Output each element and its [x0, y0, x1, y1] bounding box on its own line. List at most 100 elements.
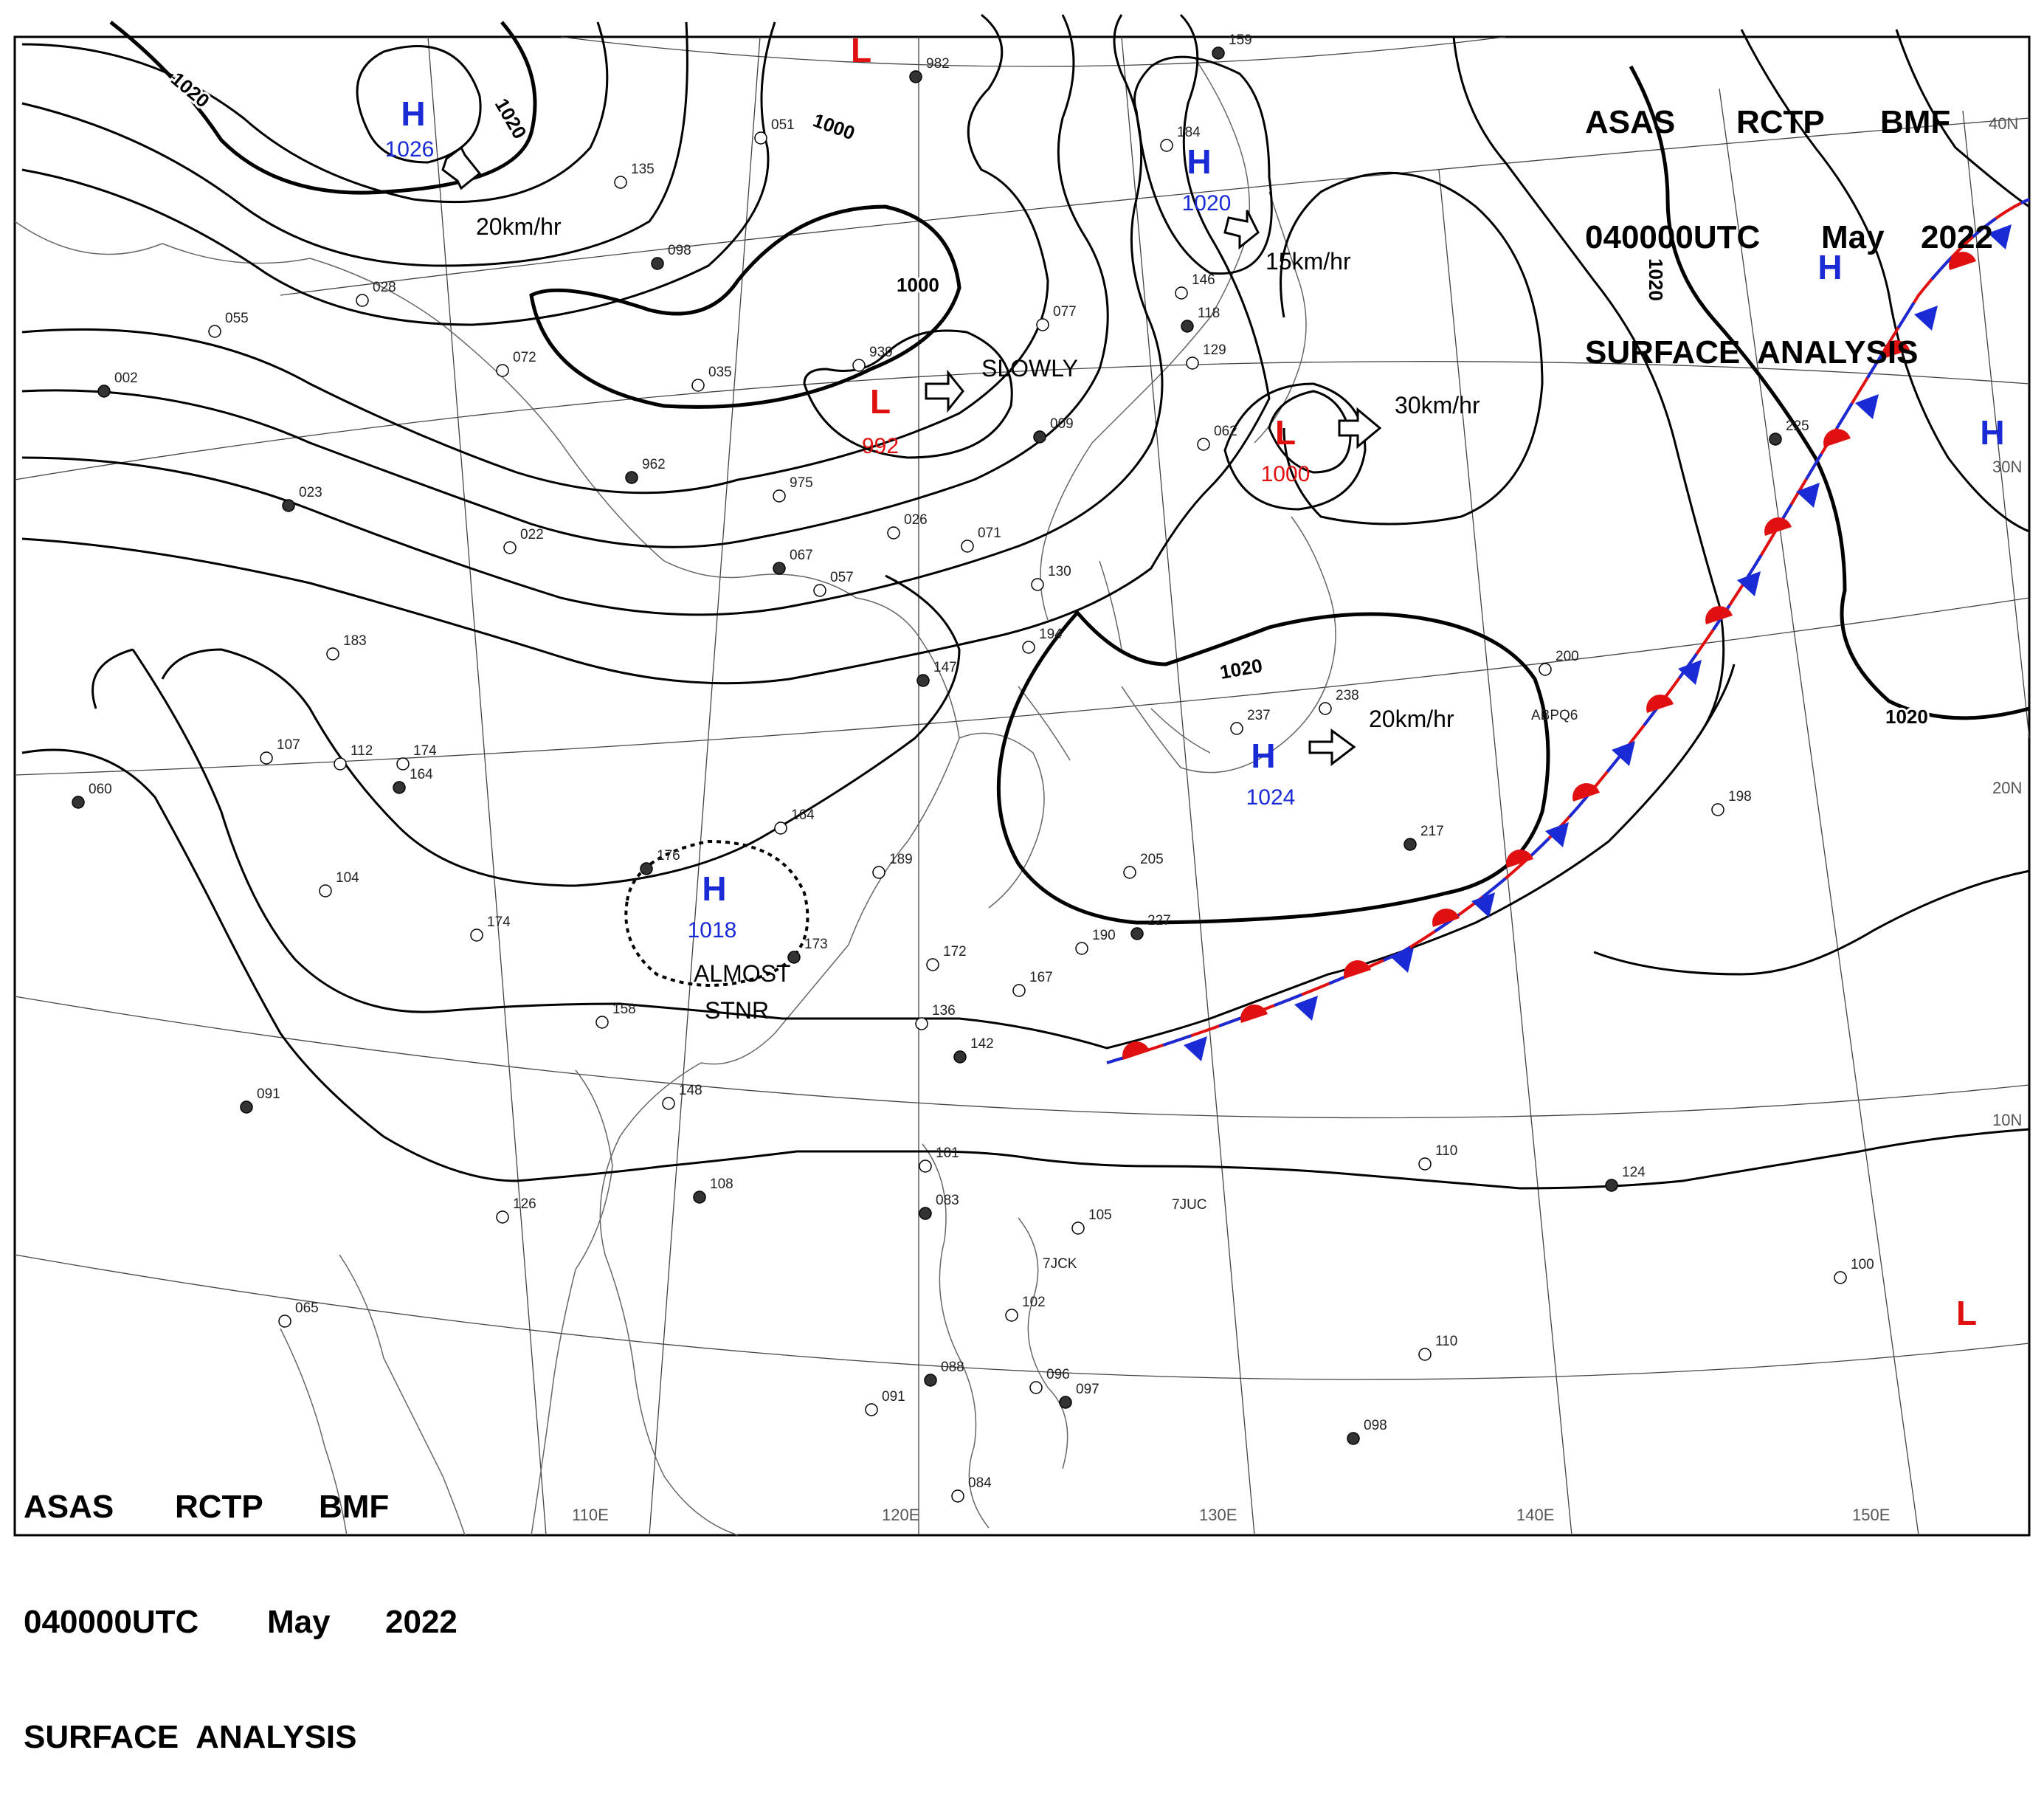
station-circle-icon — [787, 951, 801, 964]
station-pressure-value: 174 — [413, 743, 437, 759]
station-pressure-value: 104 — [336, 870, 359, 886]
station-circle-icon — [503, 541, 517, 554]
station-pressure-value: 174 — [487, 914, 511, 930]
station-pressure-value: 022 — [520, 527, 544, 542]
central-pressure-value: 1024 — [1246, 785, 1296, 810]
longitude-label: 110E — [572, 1506, 609, 1524]
station-pressure-value: 105 — [1088, 1207, 1112, 1223]
station-circle-icon — [916, 674, 930, 687]
station-pressure-value: 183 — [343, 633, 367, 649]
low-pressure-label: L — [851, 31, 871, 69]
title-month: May — [1821, 219, 1885, 255]
isobar-label: 1000 — [810, 108, 858, 144]
station-circle-icon — [691, 379, 705, 392]
station-pressure-value: 135 — [631, 162, 655, 177]
station-pressure-value: 217 — [1420, 824, 1444, 839]
station-pressure-value: 088 — [941, 1360, 964, 1375]
station-circle-icon — [1130, 927, 1144, 940]
station-circle-icon — [1539, 663, 1552, 676]
isobar — [1133, 55, 1273, 275]
map-frame — [13, 35, 2031, 1537]
station-circle-icon — [625, 471, 638, 484]
longitude-label: 140E — [1516, 1506, 1554, 1524]
isobar — [1629, 65, 2030, 720]
station-pressure-value: 107 — [277, 737, 300, 753]
isobar — [803, 329, 1013, 459]
station-circle-icon — [924, 1374, 937, 1387]
station-pressure-value: 026 — [904, 512, 928, 528]
station-pressure-value: 237 — [1247, 708, 1271, 723]
title-surface-analysis: SURFACE ANALYSIS — [1585, 334, 1919, 371]
station-pressure-value: 136 — [932, 1003, 956, 1019]
title-line-2: 040000UTC May 2022 — [1585, 218, 1993, 257]
station-pressure-value: 098 — [668, 243, 691, 258]
central-pressure-value: 992 — [862, 434, 899, 458]
station-call-sign: ABPQ6 — [1531, 708, 1578, 723]
station-circle-icon — [754, 131, 767, 145]
latitude-label: 40N — [1989, 114, 2018, 133]
station-pressure-value: 173 — [804, 937, 828, 952]
header-bottom-left: ASAS RCTP BMF 040000UTC May 2022 SURFACE… — [24, 1411, 458, 1795]
station-circle-icon — [326, 647, 339, 661]
isobar — [1223, 382, 1367, 511]
station-pressure-value: 083 — [936, 1193, 959, 1208]
isobar — [161, 574, 961, 887]
station-circle-icon — [693, 1191, 706, 1204]
station-pressure-value: 975 — [790, 475, 813, 491]
isobar — [21, 14, 1109, 548]
isobar — [21, 14, 1164, 616]
station-pressure-value: 060 — [89, 782, 112, 797]
station-circle-icon — [1197, 438, 1210, 451]
isobar-dotted — [624, 839, 809, 987]
isobar — [1895, 29, 2030, 208]
low-pressure-label: L — [1956, 1294, 1977, 1332]
station-circle-icon — [1181, 320, 1194, 333]
station-pressure-value: 939 — [869, 345, 893, 360]
isobar — [21, 13, 1271, 685]
high-pressure-label: H — [702, 869, 726, 908]
station-circle-icon — [1403, 838, 1417, 851]
title-year: 2022 — [385, 1604, 458, 1640]
graticule — [14, 36, 2030, 1536]
station-pressure-value: 190 — [1092, 928, 1116, 943]
station-labels: 982 051 135 098 028 055 002 072 035 962 975 939 009 0… — [89, 32, 1874, 1491]
station-pressure-value: 108 — [710, 1176, 733, 1192]
station-pressure-value: 110 — [1435, 1143, 1457, 1159]
title-line-2: 040000UTC May 2022 — [24, 1603, 458, 1641]
station-circle-icon — [1033, 430, 1046, 444]
station-circle-icon — [97, 385, 111, 398]
station-pressure-value: 112 — [351, 743, 373, 759]
station-pressure-value: 062 — [1214, 424, 1237, 439]
title-time: 040000UTC — [24, 1604, 199, 1640]
high-pressure-label: H — [1980, 413, 2004, 452]
high-pressure-label: H — [1251, 737, 1275, 775]
isobar — [92, 648, 1736, 1050]
station-circle-icon — [319, 884, 332, 898]
isobar — [1740, 29, 2030, 533]
station-circle-icon — [919, 1207, 932, 1220]
station-pressure-value: 142 — [970, 1036, 994, 1052]
title-agency: ASAS — [24, 1489, 114, 1525]
station-pressure-value: 023 — [299, 485, 322, 500]
station-call-sign: 7JCK — [1043, 1256, 1077, 1272]
station-pressure-value: 009 — [1050, 416, 1074, 432]
station-circle-icon — [1212, 46, 1225, 60]
station-pressure-value: 200 — [1556, 649, 1579, 664]
low-pressure-label: L — [870, 382, 891, 421]
isobars — [21, 13, 2030, 1190]
motion-label: SLOWLY — [981, 355, 1078, 382]
station-pressure-value: 118 — [1198, 306, 1220, 321]
motion-arrow-icon — [1223, 210, 1260, 250]
isobar — [996, 610, 1550, 925]
station-circle-icon — [1711, 803, 1724, 816]
station-pressure-value: 072 — [513, 350, 536, 365]
station-circle-icon — [887, 526, 900, 540]
motion-label: 30km/hr — [1395, 392, 1480, 418]
station-pressure-value: 091 — [257, 1086, 280, 1102]
motion-labels: 20km/hr 15km/hr SLOWLY 30km/hr 20km/hr ALMOST… — [476, 213, 1480, 1024]
isobar-label: 1020 — [167, 68, 214, 112]
header-top-right: ASAS RCTP BMF 040000UTC May 2022 SURFACE… — [1585, 27, 1993, 410]
station-circle-icon — [774, 821, 787, 835]
isobar — [21, 21, 609, 204]
station-pressure-value: 065 — [295, 1300, 319, 1316]
